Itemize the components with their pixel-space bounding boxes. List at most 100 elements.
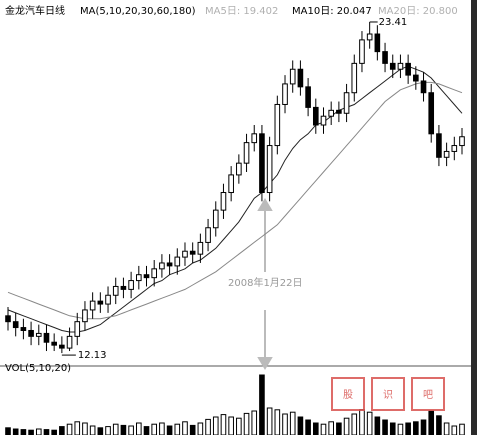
- candle-body: [413, 74, 419, 82]
- candle-body: [351, 62, 358, 94]
- volume-bar: [43, 429, 50, 435]
- volume-bar: [389, 422, 396, 435]
- indicator-label: MA(5,10,20,30,60,180): [80, 6, 196, 17]
- date-arrows: [257, 198, 273, 370]
- chart-title: 金龙汽车日线: [5, 4, 65, 17]
- volume-bar: [305, 419, 311, 435]
- candle-body: [159, 262, 165, 270]
- candle-body: [212, 209, 219, 229]
- watermark-char: 吧: [423, 390, 433, 401]
- candle-body: [205, 227, 211, 243]
- volume-bar: [428, 410, 435, 435]
- candle-body: [397, 62, 404, 70]
- volume-bar: [343, 417, 350, 435]
- candle-body: [151, 268, 158, 279]
- volume-bar: [243, 412, 250, 435]
- volume-bar: [420, 419, 427, 435]
- candle-body: [451, 145, 458, 152]
- watermark-box: [411, 377, 445, 411]
- candle-body: [5, 315, 11, 323]
- candle-body: [82, 309, 88, 323]
- candle-body: [259, 133, 265, 194]
- volume-bar: [436, 415, 442, 435]
- volume-bar: [151, 423, 158, 435]
- ma-line: [7, 65, 463, 333]
- volume-bar: [128, 425, 134, 435]
- candle-body: [328, 109, 334, 117]
- candle-body: [220, 192, 227, 211]
- candle-body: [136, 274, 142, 282]
- candle-body: [343, 92, 350, 114]
- candle-body: [74, 321, 81, 337]
- volume-bar: [405, 422, 411, 435]
- volume-bar: [159, 422, 165, 435]
- candle-body: [312, 106, 319, 126]
- volume-bar: [89, 425, 96, 435]
- volume-bar: [320, 423, 327, 435]
- ma-label: MA20日: 20.800: [378, 6, 458, 17]
- candle-body: [405, 62, 411, 76]
- ma-label: MA10日: 20.047: [292, 6, 372, 17]
- candle-body: [243, 142, 250, 164]
- candle-body: [459, 136, 465, 147]
- low-label: 12.13: [78, 350, 107, 361]
- watermark-char: 识: [383, 389, 393, 401]
- volume-bar: [5, 427, 11, 435]
- volume-bar: [451, 425, 458, 435]
- volume-bar: [328, 421, 334, 435]
- volume-bar: [59, 426, 65, 435]
- candle-body: [66, 335, 73, 349]
- candle-body: [143, 274, 150, 279]
- volume-bar: [359, 409, 365, 435]
- candle-body: [297, 68, 304, 88]
- volume-bar: [182, 421, 188, 435]
- volume-bar: [366, 411, 373, 435]
- volume-bar: [35, 428, 42, 435]
- candle-body: [189, 250, 196, 255]
- volume-bar: [74, 421, 81, 435]
- volume-bar: [51, 429, 57, 435]
- volume-bar: [382, 419, 388, 435]
- candle-body: [320, 115, 327, 126]
- volume-bar: [413, 421, 419, 435]
- watermark-box: [371, 377, 405, 411]
- candle-body: [428, 92, 435, 135]
- candle-body: [228, 174, 234, 194]
- volume-title: VOL(5,10,20): [5, 363, 71, 374]
- candle-body: [266, 145, 273, 194]
- candle-body: [128, 280, 134, 290]
- candle-body: [182, 250, 188, 258]
- candle-body: [382, 51, 388, 64]
- volume-bar: [236, 417, 242, 435]
- volume-bar: [443, 422, 450, 435]
- volume-bar: [197, 422, 204, 435]
- candle-body: [443, 150, 450, 158]
- watermark-char: 股: [343, 389, 353, 401]
- volume-bar: [251, 410, 258, 435]
- candle-body: [35, 332, 42, 337]
- candle-body: [112, 285, 119, 296]
- candle-body: [289, 68, 296, 85]
- candle-body: [43, 332, 50, 343]
- watermark: 股 识 吧: [331, 377, 445, 411]
- candle-body: [436, 133, 442, 158]
- candle-body: [51, 341, 57, 346]
- volume-bar: [120, 424, 127, 435]
- volume-bar: [282, 413, 288, 435]
- watermark-box: [331, 377, 365, 411]
- candle-body: [374, 33, 381, 53]
- volume-bar: [205, 418, 211, 435]
- arrow-head: [257, 357, 273, 370]
- volume-bar: [136, 422, 142, 435]
- high-label: 23.41: [379, 17, 408, 28]
- volume-bar: [105, 426, 111, 435]
- candle-body: [366, 33, 373, 41]
- arrow-head: [257, 198, 273, 211]
- candle-body: [336, 109, 342, 114]
- candle-body: [97, 300, 104, 305]
- candle-body: [420, 80, 427, 94]
- volume-bar: [82, 422, 88, 435]
- volume-bar: [174, 423, 181, 435]
